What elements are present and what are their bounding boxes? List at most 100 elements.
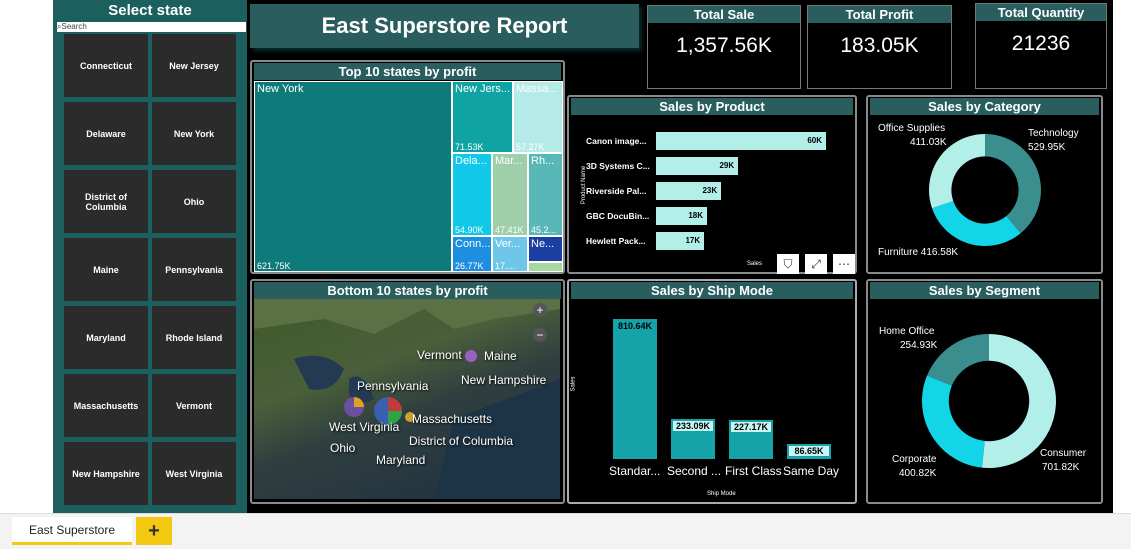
slicer-tile[interactable]: Maine	[63, 237, 149, 302]
category-label: Second ...	[667, 464, 721, 478]
panel-title: Bottom 10 states by profit	[254, 282, 561, 299]
product-bar[interactable]: 18K	[656, 207, 707, 225]
slicer-tile[interactable]: Massachusetts	[63, 373, 149, 438]
product-bar[interactable]: 29K	[656, 157, 738, 175]
product-label: Canon image...	[586, 136, 656, 146]
treemap-cell-value: 45.2...	[531, 225, 556, 235]
treemap-cell-value: 57.27K	[516, 142, 545, 152]
x-axis-label: Ship Mode	[707, 491, 736, 497]
treemap-cell-name: Dela...	[455, 155, 487, 167]
segment-donut	[921, 333, 1057, 469]
product-bar[interactable]: 17K	[656, 232, 704, 250]
treemap-cell-value: 26.77K	[455, 261, 484, 271]
tab-east-superstore[interactable]: East Superstore	[12, 517, 132, 545]
y-axis-label: Sales	[571, 376, 577, 391]
treemap-cell[interactable]: New York 621.75K	[254, 81, 452, 272]
bar-value-label: 17K	[685, 236, 700, 245]
ship-mode-bar[interactable]: 233.09K	[671, 419, 715, 459]
treemap-cell-name: Ne...	[531, 238, 554, 250]
treemap-cell-value: 17....	[495, 261, 515, 271]
treemap-cell[interactable]: Conn... 26.77K	[452, 236, 492, 272]
pie-marker	[464, 349, 478, 363]
bar-value-label: 810.64K	[613, 321, 657, 331]
zoom-out-icon[interactable]: −	[533, 328, 547, 342]
product-bar[interactable]: 23K	[656, 182, 721, 200]
treemap-cell[interactable]: Ne...	[528, 236, 563, 262]
treemap-cell[interactable]: Rh... 45.2...	[528, 153, 563, 236]
product-bar[interactable]: 60K	[656, 132, 826, 150]
treemap-cell-name: Ver...	[495, 238, 520, 250]
slicer-tile[interactable]: Connecticut	[63, 33, 149, 98]
treemap-cell[interactable]: New Jers... 71.53K	[452, 81, 513, 153]
pie-marker	[342, 395, 366, 419]
slicer-tile[interactable]: Ohio	[151, 169, 237, 234]
focus-mode-icon[interactable]: ⤢	[805, 254, 827, 274]
panel-title: Top 10 states by profit	[254, 63, 561, 80]
total-sale-card: Total Sale 1,357.56K	[647, 5, 801, 89]
zoom-in-icon[interactable]: +	[533, 303, 547, 317]
donut-slice[interactable]	[932, 201, 1021, 246]
treemap-cell[interactable]: Dela... 54.90K	[452, 153, 492, 236]
office-supplies-value: 411.03K	[910, 137, 947, 148]
treemap-cell-name: New York	[257, 83, 303, 95]
bar-value-label: 86.65K	[789, 446, 829, 456]
treemap-cell[interactable]: Ver... 17....	[492, 236, 528, 272]
more-options-icon[interactable]: ⋯	[833, 254, 855, 274]
furniture-label: Furniture 416.58K	[878, 247, 958, 258]
bar-value-label: 23K	[702, 186, 717, 195]
ship-mode-bar[interactable]: 86.65K	[787, 444, 831, 459]
slicer-tile[interactable]: West Virginia	[151, 441, 237, 506]
slicer-tile[interactable]: Rhode Island	[151, 305, 237, 370]
total-quantity-card: Total Quantity 21236	[975, 3, 1107, 89]
consumer-label: Consumer	[1040, 448, 1086, 459]
category-label: Same Day	[783, 464, 839, 478]
slicer-tile[interactable]: Delaware	[63, 101, 149, 166]
slicer-search-input[interactable]: ⌕Search	[57, 22, 246, 32]
treemap-cell-name: New Jers...	[455, 83, 510, 95]
category-label: First Class	[725, 464, 782, 478]
x-axis-label: Sales	[747, 261, 762, 267]
slicer-tile[interactable]: Pennsylvania	[151, 237, 237, 302]
card-title: Total Sale	[648, 6, 800, 23]
technology-value: 529.95K	[1028, 142, 1065, 153]
treemap-cell[interactable]	[528, 262, 563, 272]
states-map[interactable]: Vermont Maine Pennsylvania New Hampshire…	[254, 299, 560, 499]
ship-mode-bar[interactable]: 227.17K	[729, 420, 773, 459]
add-page-button[interactable]: +	[136, 517, 172, 545]
treemap-cell[interactable]: Mar... 47.41K	[492, 153, 528, 236]
treemap-cell-value: 621.75K	[257, 261, 291, 271]
total-profit-card: Total Profit 183.05K	[807, 5, 952, 89]
map-label: Vermont	[417, 348, 462, 362]
card-value: 1,357.56K	[648, 34, 800, 58]
slicer-tile[interactable]: New Hampshire	[63, 441, 149, 506]
sales-by-product-panel: Sales by Product Product Name Sales Cano…	[567, 95, 857, 274]
product-label: Hewlett Pack...	[586, 236, 656, 246]
ship-mode-bar[interactable]: 810.64K	[613, 319, 657, 459]
bar-value-label: 18K	[688, 211, 703, 220]
filter-icon[interactable]: ⛉	[777, 254, 799, 274]
category-label: Standar...	[609, 464, 660, 478]
card-title: Total Quantity	[976, 4, 1106, 21]
treemap-cell[interactable]: Massa... 57.27K	[513, 81, 563, 153]
panel-title: Sales by Segment	[870, 282, 1099, 299]
technology-label: Technology	[1028, 128, 1079, 139]
page-tab-bar: East Superstore +	[0, 513, 1131, 549]
category-donut	[928, 133, 1042, 247]
treemap-cell-value: 71.53K	[455, 142, 484, 152]
slicer-tile[interactable]: District of Columbia	[63, 169, 149, 234]
card-title: Total Profit	[808, 6, 951, 23]
search-placeholder: Search	[61, 22, 86, 31]
product-label: Riverside Pal...	[586, 186, 656, 196]
treemap-cell-name: Conn...	[455, 238, 490, 250]
panel-title: Sales by Product	[571, 98, 853, 115]
report-title: East Superstore Report	[250, 4, 639, 48]
slicer-tile[interactable]: Maryland	[63, 305, 149, 370]
map-label: Massachusetts	[412, 412, 492, 426]
slicer-tile[interactable]: New Jersey	[151, 33, 237, 98]
slicer-tile[interactable]: Vermont	[151, 373, 237, 438]
y-axis-label: Product Name	[581, 166, 587, 204]
slicer-title: Select state	[53, 2, 247, 19]
map-label: Ohio	[330, 441, 355, 455]
slicer-tile[interactable]: New York	[151, 101, 237, 166]
bar-value-label: 227.17K	[731, 422, 771, 432]
